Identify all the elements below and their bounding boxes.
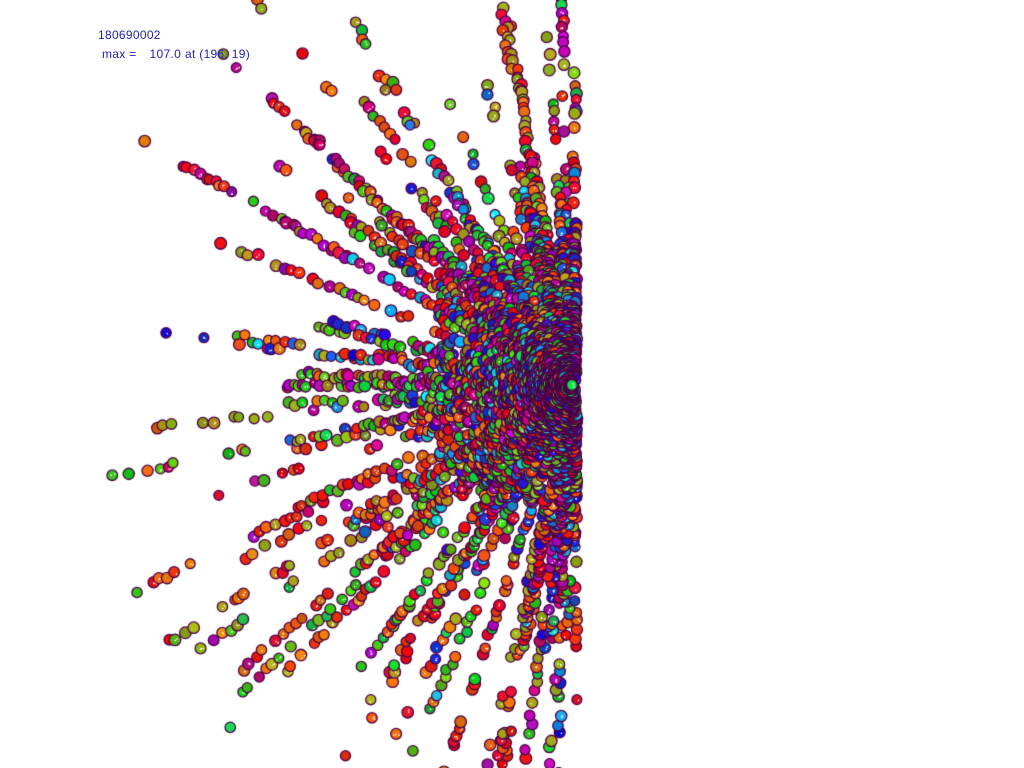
max-prefix-label: max = — [102, 47, 137, 61]
event-id-label: 180690002 — [98, 28, 161, 42]
max-value: 107.0 — [149, 47, 182, 61]
max-location: at (196, 19) — [185, 47, 251, 61]
max-annotation: max = 107.0 at (196, 19) — [102, 47, 250, 61]
